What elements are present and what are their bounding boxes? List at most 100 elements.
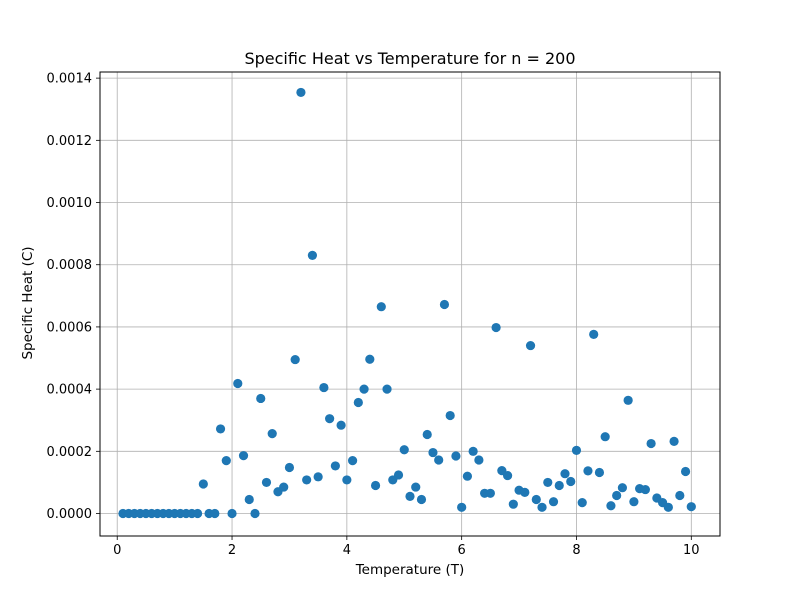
plot-area-frame bbox=[99, 71, 721, 537]
y-tick-label: 0.0000 bbox=[47, 507, 93, 522]
scatter-point bbox=[325, 414, 335, 424]
scatter-point bbox=[411, 482, 421, 492]
scatter-point bbox=[520, 487, 530, 497]
scatter-point bbox=[594, 467, 605, 478]
scatter-point bbox=[531, 494, 541, 505]
scatter-point bbox=[353, 397, 363, 408]
x-tick-label: 0 bbox=[113, 543, 121, 558]
scatter-point bbox=[502, 470, 513, 481]
scatter-point bbox=[548, 497, 559, 507]
chart-title: Specific Heat vs Temperature for n = 200 bbox=[244, 49, 575, 68]
scatter-point bbox=[675, 490, 685, 501]
scatter-point bbox=[554, 480, 564, 491]
scatter-point bbox=[457, 502, 467, 512]
scatter-point bbox=[210, 508, 220, 519]
scatter-point bbox=[525, 340, 536, 351]
scatter-point bbox=[405, 491, 415, 502]
scatter-point bbox=[439, 299, 450, 310]
scatter-point bbox=[370, 480, 381, 491]
scatter-point bbox=[302, 475, 312, 485]
scatter-point bbox=[382, 384, 392, 394]
scatter-point bbox=[250, 508, 260, 519]
scatter-point bbox=[215, 424, 226, 434]
y-tick-label: 0.0012 bbox=[47, 134, 93, 149]
scatter-point bbox=[284, 462, 295, 473]
x-axis-title: Temperature (T) bbox=[355, 562, 465, 578]
scatter-point bbox=[330, 461, 340, 471]
scatter-point bbox=[491, 322, 501, 333]
scatter-point bbox=[543, 477, 553, 488]
scatter-point bbox=[462, 471, 473, 481]
y-tick-label: 0.0002 bbox=[47, 445, 93, 460]
scatter-point bbox=[680, 466, 691, 477]
scatter-point bbox=[416, 494, 427, 505]
scatter-point bbox=[646, 438, 656, 449]
scatter-point bbox=[233, 378, 243, 389]
axis-ticks: 0 2 4 6 8 10 0.0000 0.0002 0.0004 0.0006 0.0008 0.0… bbox=[47, 72, 700, 558]
scatter-point bbox=[313, 472, 323, 482]
x-tick-label: 4 bbox=[343, 543, 351, 558]
scatter-point bbox=[261, 477, 272, 488]
scatter-point bbox=[606, 501, 616, 511]
scatter-point bbox=[359, 384, 369, 394]
scatter-point bbox=[227, 508, 237, 519]
y-tick-label: 0.0014 bbox=[47, 72, 93, 87]
x-tick-label: 2 bbox=[228, 543, 236, 558]
scatter-point bbox=[296, 87, 306, 98]
scatter-point bbox=[365, 354, 375, 364]
scatter-point bbox=[589, 329, 599, 339]
scatter-point bbox=[376, 302, 386, 312]
scatter-point bbox=[566, 476, 576, 487]
grid-lines bbox=[100, 72, 720, 536]
scatter-point bbox=[445, 410, 455, 421]
scatter-point bbox=[279, 482, 289, 492]
y-tick-label: 0.0006 bbox=[47, 320, 93, 335]
scatter-point bbox=[307, 250, 318, 260]
scatter-point bbox=[617, 483, 628, 493]
scatter-point bbox=[342, 475, 352, 485]
scatter-point bbox=[629, 497, 639, 507]
scatter-point bbox=[256, 393, 266, 404]
scatter-point bbox=[244, 494, 254, 505]
scatter-point bbox=[468, 446, 478, 456]
x-tick-label: 10 bbox=[683, 543, 700, 558]
y-tick-label: 0.0008 bbox=[47, 258, 93, 273]
scatter-point bbox=[319, 382, 329, 393]
x-tick-label: 6 bbox=[458, 543, 466, 558]
y-tick-label: 0.0010 bbox=[47, 196, 93, 211]
scatter-point bbox=[336, 420, 346, 430]
scatter-point bbox=[474, 455, 484, 465]
scatter-point bbox=[600, 432, 610, 442]
scatter-point bbox=[669, 436, 679, 446]
data-points bbox=[118, 87, 696, 519]
scatter-point bbox=[451, 451, 461, 461]
scatter-point bbox=[571, 445, 582, 455]
scatter-point bbox=[623, 395, 633, 405]
scatter-point bbox=[508, 499, 518, 509]
scatter-point bbox=[192, 508, 203, 519]
scatter-point bbox=[612, 490, 622, 501]
scatter-point bbox=[221, 456, 231, 466]
scatter-point bbox=[434, 455, 444, 465]
y-axis-title: Specific Heat (C) bbox=[20, 246, 36, 359]
scatter-point bbox=[428, 447, 438, 458]
x-tick-label: 8 bbox=[572, 543, 580, 558]
scatter-point bbox=[640, 484, 650, 495]
scatter-point bbox=[347, 456, 358, 466]
scatter-point bbox=[399, 445, 409, 455]
y-tick-label: 0.0004 bbox=[47, 383, 93, 398]
scatter-point bbox=[663, 502, 673, 512]
scatter-point bbox=[238, 451, 249, 461]
scatter-point bbox=[290, 354, 300, 365]
scatter-point bbox=[393, 470, 404, 480]
scatter-point bbox=[485, 488, 495, 498]
scatter-point bbox=[267, 428, 277, 439]
scatter-point bbox=[686, 502, 696, 512]
scatter-point bbox=[198, 479, 208, 489]
scatter-point bbox=[560, 469, 570, 479]
scatter-point bbox=[537, 502, 547, 512]
scatter-point bbox=[577, 498, 587, 508]
